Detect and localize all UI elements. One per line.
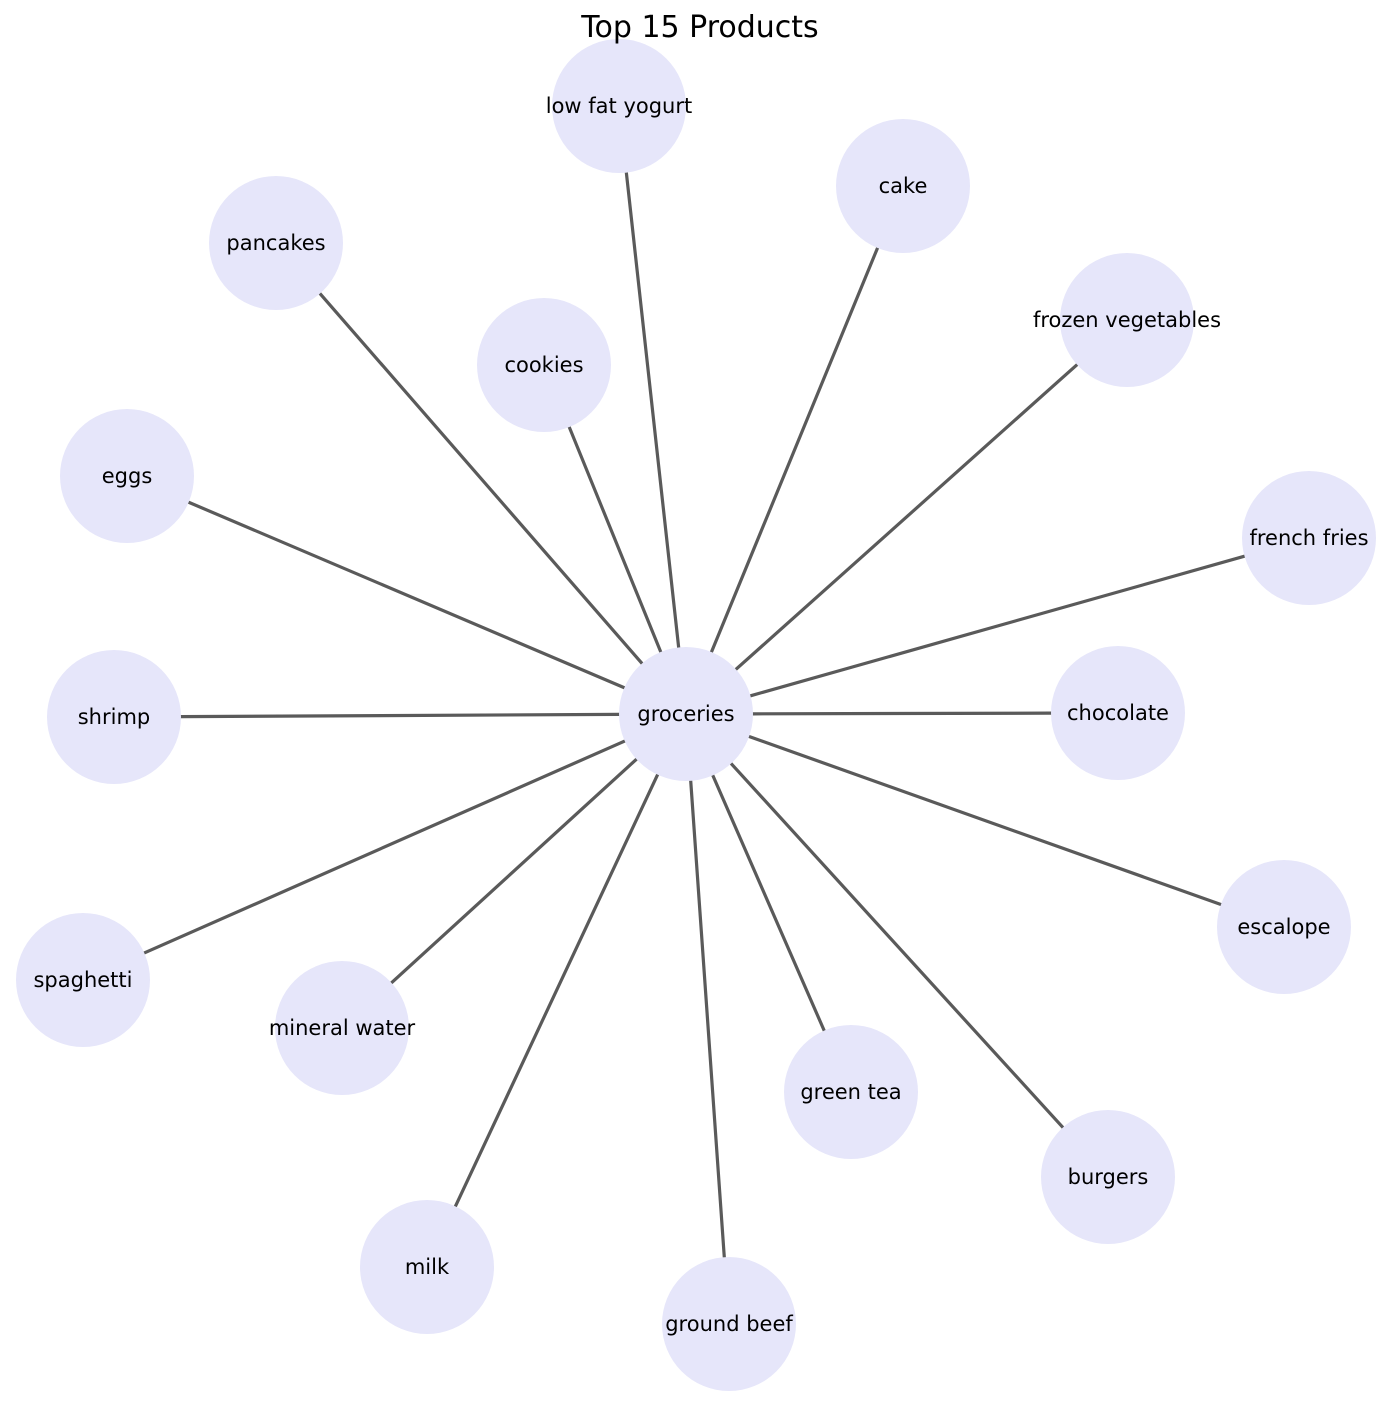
node-circle [784, 1025, 918, 1159]
node-label: groceries [637, 702, 734, 726]
node-label: mineral water [269, 1016, 416, 1040]
node-label: frozen vegetables [1033, 308, 1221, 332]
node-circle [552, 39, 686, 173]
node-low-fat-yogurt: low fat yogurt [546, 39, 693, 173]
edge-groceries-pancakes [318, 291, 644, 666]
node-label: burgers [1068, 1165, 1149, 1189]
node-label: low fat yogurt [546, 94, 693, 118]
edge-groceries-spaghetti [142, 739, 627, 955]
node-label: pancakes [226, 231, 325, 255]
nodes-layer: groceries low fat yogurt cake pancakes cooki… [16, 39, 1376, 1391]
node-circle [662, 1257, 796, 1391]
node-label: milk [405, 1255, 450, 1279]
node-circle [1217, 860, 1351, 994]
edge-groceries-eggs [187, 500, 626, 690]
edge-groceries-cake [709, 246, 880, 654]
node-circle [619, 647, 753, 781]
node-circle [47, 650, 181, 784]
node-milk: milk [360, 1200, 494, 1334]
node-label: shrimp [78, 705, 151, 729]
node-cake: cake [836, 119, 970, 253]
edge-groceries-mineral-water [389, 757, 639, 985]
node-label: eggs [102, 464, 153, 488]
node-groceries: groceries [619, 647, 753, 781]
node-circle [1051, 646, 1185, 780]
node-label: spaghetti [33, 968, 132, 992]
edge-groceries-low-fat-yogurt [624, 170, 681, 650]
node-label: escalope [1237, 915, 1330, 939]
edge-groceries-ground-beef [689, 779, 726, 1259]
node-pancakes: pancakes [209, 176, 343, 310]
node-circle [16, 913, 150, 1047]
node-shrimp: shrimp [47, 650, 181, 784]
edge-groceries-escalope [747, 734, 1223, 907]
edge-groceries-cookies [567, 425, 663, 654]
node-label: ground beef [665, 1312, 793, 1336]
node-label: cookies [504, 353, 583, 377]
node-circle [1041, 1110, 1175, 1244]
edge-groceries-shrimp [179, 712, 621, 719]
node-spaghetti: spaghetti [16, 913, 150, 1047]
node-french-fries: french fries [1242, 471, 1376, 605]
node-cookies: cookies [477, 298, 611, 432]
node-circle [836, 119, 970, 253]
node-mineral-water: mineral water [269, 961, 416, 1095]
edge-groceries-french-fries [748, 554, 1247, 698]
node-green-tea: green tea [784, 1025, 918, 1159]
node-label: cake [879, 174, 928, 198]
node-label: french fries [1249, 526, 1368, 550]
diagram-title: Top 15 Products [580, 10, 818, 45]
edge-groceries-frozen-vegetables [734, 363, 1079, 671]
node-circle [209, 176, 343, 310]
node-eggs: eggs [60, 409, 194, 543]
node-circle [1060, 253, 1194, 387]
node-burgers: burgers [1041, 1110, 1175, 1244]
edge-groceries-burgers [729, 761, 1065, 1130]
node-circle [60, 409, 194, 543]
node-circle [477, 298, 611, 432]
node-escalope: escalope [1217, 860, 1351, 994]
node-circle [1242, 471, 1376, 605]
node-circle [275, 961, 409, 1095]
node-chocolate: chocolate [1051, 646, 1185, 780]
node-frozen-vegetables: frozen vegetables [1033, 253, 1221, 387]
node-label: chocolate [1067, 701, 1169, 725]
node-circle [360, 1200, 494, 1334]
node-label: green tea [800, 1080, 901, 1104]
edge-groceries-milk [453, 773, 660, 1208]
edge-groceries-green-tea [711, 773, 826, 1033]
edges-layer [142, 170, 1247, 1259]
node-ground-beef: ground beef [662, 1257, 796, 1391]
edge-groceries-chocolate [751, 711, 1053, 716]
